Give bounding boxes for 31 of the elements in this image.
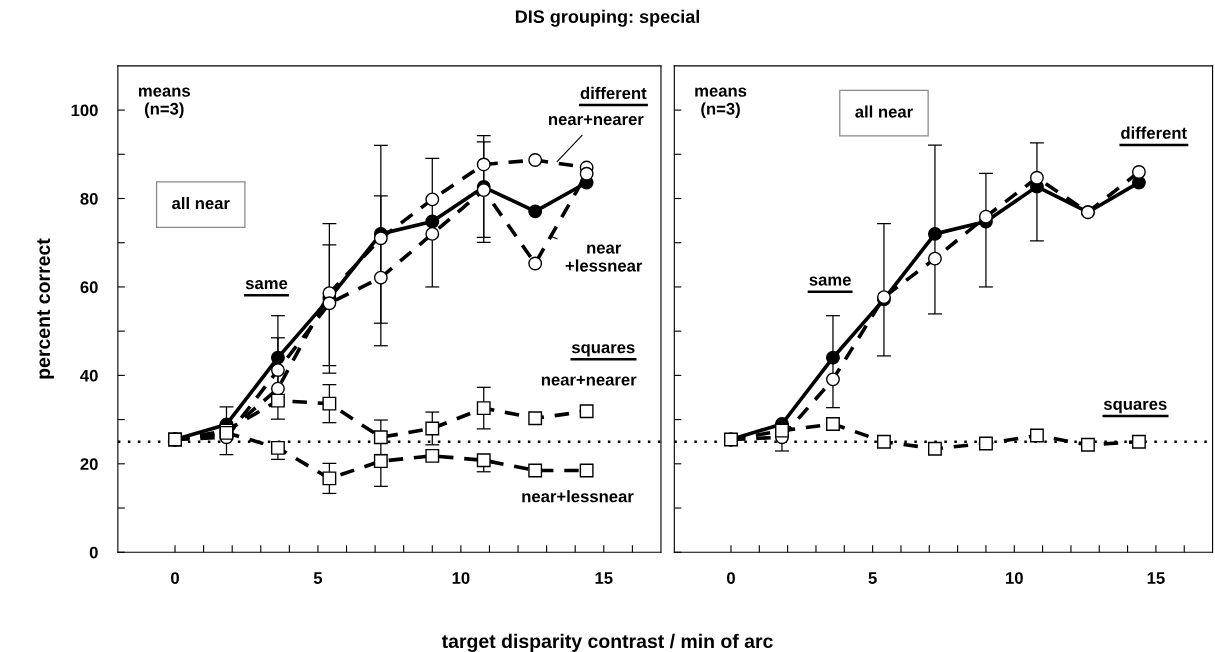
x-tick-label: 0 [171,572,179,584]
y-tick-label: 100 [71,104,98,117]
y-tick-label: 80 [80,192,98,205]
x-axis-title: target disparity contrast / min of arc [441,633,773,652]
annotation: same [809,276,851,286]
x-tick-label: 10 [452,572,470,584]
annotation: same [245,280,288,290]
annotation: means (n=3) [695,87,747,118]
annotation: different [1121,126,1187,139]
y-tick-label: 40 [80,369,98,382]
annotation: near+nearer [541,375,637,386]
x-tick-label: 15 [1147,572,1165,584]
annotation: all near [172,196,230,210]
annotation: all near [855,105,913,118]
annotation: squares [1103,400,1167,414]
x-tick-label: 5 [868,572,877,584]
annotation: near+nearer [549,115,644,126]
x-tick-label: 10 [1006,572,1023,584]
x-tick-label: 0 [727,572,735,584]
y-tick-label: 0 [89,546,98,559]
annotation: squares [571,344,635,357]
annotation: different [580,86,647,100]
y-axis-title: percent correct [37,238,54,379]
chart-title: DIS grouping: special [515,9,700,27]
x-tick-label: 15 [595,572,613,584]
annotation: near+lessnear [522,490,634,503]
y-tick-label: 60 [80,281,98,294]
annotation: near +lessnear [565,244,643,272]
x-tick-label: 5 [313,572,323,584]
y-tick-label: 20 [80,458,98,471]
annotation: means (n=3) [138,87,190,118]
